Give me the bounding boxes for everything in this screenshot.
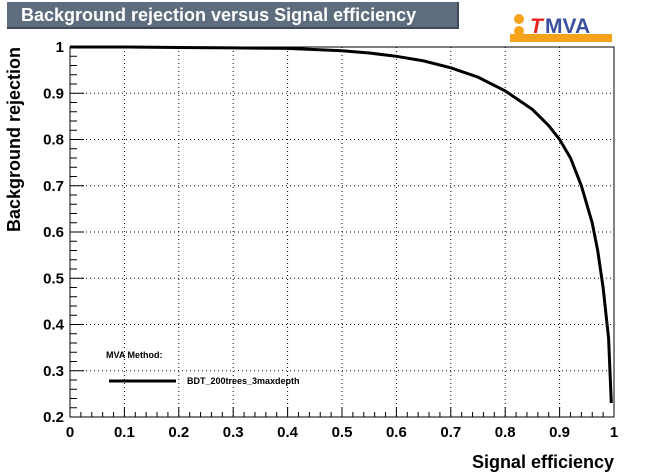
x-tick-label: 0.5 (332, 424, 353, 441)
x-tick-labels: 0 0.1 0.2 0.3 0.4 0.5 0.6 0.7 0.8 0.9 1 (66, 424, 618, 441)
legend: MVA Method: BDT_200trees_3maxdepth (106, 350, 300, 386)
y-tick-label: 0.3 (43, 363, 64, 380)
grid-lines (70, 47, 614, 417)
tmva-logo-icon: T MVA (510, 14, 612, 42)
y-tick-label: 1 (56, 39, 64, 56)
x-tick-label: 0.2 (168, 424, 189, 441)
legend-header: MVA Method: (106, 350, 163, 360)
x-tick-label: 0.4 (277, 424, 299, 441)
x-tick-label: 0.7 (440, 424, 461, 441)
x-tick-label: 0.9 (549, 424, 570, 441)
x-tick-label: 1 (610, 424, 618, 441)
y-tick-label: 0.6 (43, 224, 64, 241)
x-tick-label: 0.1 (114, 424, 135, 441)
y-tick-label: 0.5 (43, 270, 64, 287)
x-tick-label: 0 (66, 424, 74, 441)
y-tick-label: 0.8 (43, 132, 64, 149)
logo-letter-t: T (530, 15, 545, 38)
y-tick-label: 0.4 (43, 317, 65, 334)
y-tick-label: 0.9 (43, 85, 64, 102)
y-axis-title: Background rejection (4, 47, 24, 232)
roc-curve-line (70, 45, 613, 404)
y-tick-label: 0.2 (43, 409, 64, 426)
x-tick-label: 0.8 (495, 424, 516, 441)
chart-title: Background rejection versus Signal effic… (7, 2, 459, 29)
x-axis-title: Signal efficiency (472, 452, 614, 472)
logo-text-mva: MVA (545, 15, 590, 38)
y-tick-labels: 0.2 0.3 0.4 0.5 0.6 0.7 0.8 0.9 1 (43, 39, 65, 426)
axis-ticks (69, 46, 615, 418)
y-tick-label: 0.7 (43, 178, 64, 195)
legend-entry-label: BDT_200trees_3maxdepth (187, 376, 300, 386)
x-tick-label: 0.6 (386, 424, 407, 441)
x-tick-label: 0.3 (223, 424, 244, 441)
